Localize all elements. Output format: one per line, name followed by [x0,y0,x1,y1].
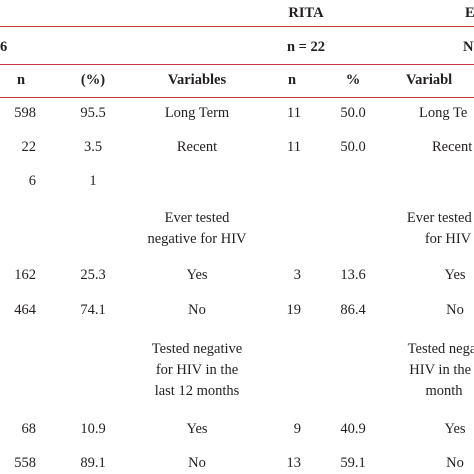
col-header-n: n [16,72,26,88]
col-header-pct-paren: (%) [80,72,106,88]
cell-pct2: 50.0 [340,139,366,155]
subheader-line: for HIV [424,231,472,247]
n-total-rita: n = 22 [286,39,326,55]
cell-variable-right-fragment: No [446,302,464,318]
cell-n2: 13 [286,455,302,471]
cell-pct: 95.5 [80,105,106,121]
cell-pct: 10.9 [80,421,106,437]
cell-n2: 11 [287,139,301,155]
subheader-line: Ever tested [164,210,230,226]
col-header-n2: n [287,72,297,88]
subheader-line: Tested negat [407,341,474,357]
cell-variable: Long Term [164,105,230,121]
cell-n2: 11 [287,105,301,121]
cell-variable: No [188,455,206,471]
cell-pct2: 40.9 [340,421,366,437]
cell-n: 162 [14,267,36,283]
cell-n2: 9 [293,421,301,437]
subheader-line: HIV in the l [409,362,474,378]
cell-n: 6 [28,173,36,189]
subheader-line: for HIV in the [155,362,239,378]
n-total-right-fragment: N [463,39,474,55]
rule-below-column-headers [0,97,474,98]
n-total-left-fragment: 6 [0,39,8,55]
subheader-right-fragment: Tested negat HIV in the l month [408,339,474,402]
col-header-variables: Variables [167,72,227,88]
col-header-pct: % [345,72,361,88]
cell-pct: 25.3 [80,267,106,283]
rule-below-n-row [0,64,474,65]
group-title-rita: RITA [288,5,324,21]
cell-variable: Yes [186,421,208,437]
cell-variable-right-fragment: No [446,455,464,471]
cell-variable: Recent [176,139,218,155]
subheader-line: last 12 months [154,383,240,399]
cell-n2: 3 [293,267,301,283]
subheader-right-fragment: Ever tested ne for HIV [407,208,474,250]
cell-variable-right-fragment: Recent [432,139,473,155]
cell-pct2: 86.4 [340,302,366,318]
subheader-line: month [425,383,463,399]
cell-variable-right-fragment: Yes [444,421,466,437]
cell-pct: 89.1 [80,455,106,471]
rule-top-header [0,26,474,27]
cell-pct: 3.5 [83,139,103,155]
cell-variable-right-fragment: Long Te [419,105,468,121]
cell-pct2: 59.1 [340,455,366,471]
cell-n: 598 [14,105,36,121]
cell-pct: 1 [89,173,97,189]
cell-n: 558 [14,455,36,471]
subheader-line: negative for HIV [147,231,247,247]
subheader-tested-last-12-months: Tested negative for HIV in the last 12 m… [152,339,242,402]
cell-variable: No [188,302,206,318]
cell-n: 22 [21,139,37,155]
group-title-right-fragment: E [465,5,474,21]
cell-variable-right-fragment: Yes [444,267,466,283]
cell-pct2: 13.6 [340,267,366,283]
cell-variable: Yes [186,267,208,283]
subheader-line: Ever tested ne [406,210,474,226]
cell-n: 68 [21,421,37,437]
cell-n: 464 [14,302,36,318]
cell-pct: 74.1 [80,302,106,318]
subheader-line: Tested negative [151,341,243,357]
col-header-variables-right-fragment: Variabl [406,72,453,88]
cell-n2: 19 [286,302,302,318]
cell-pct2: 50.0 [340,105,366,121]
subheader-ever-tested: Ever tested negative for HIV [147,208,246,250]
